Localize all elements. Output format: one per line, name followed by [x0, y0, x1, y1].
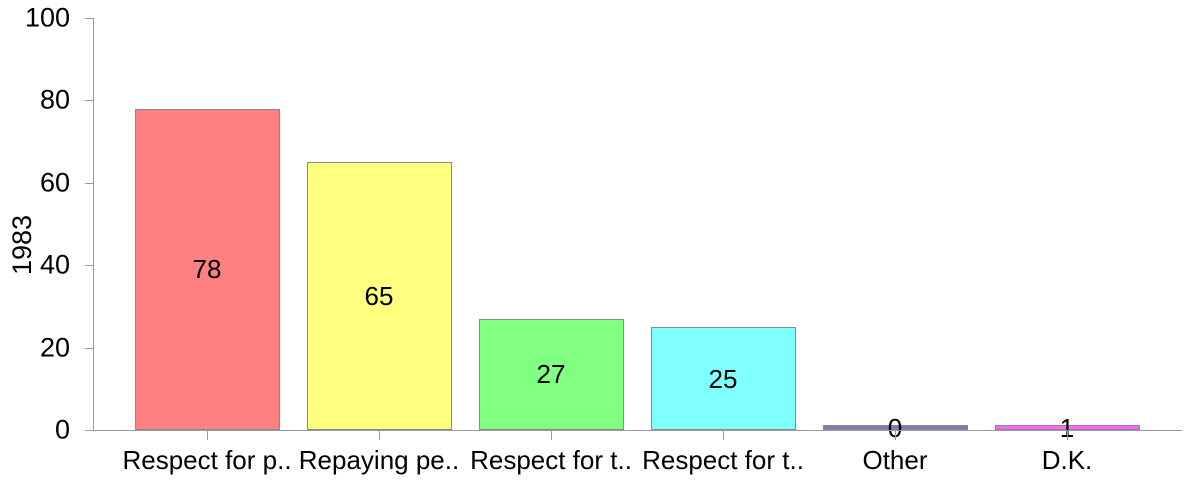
x-axis-tick-label: D.K. [1041, 445, 1093, 475]
y-axis-tick [85, 265, 93, 267]
x-axis-line [93, 430, 1182, 431]
x-axis-tick [1067, 431, 1068, 440]
x-axis-tick [207, 431, 208, 440]
x-axis-tick-label: Respect for p.. [122, 445, 292, 475]
y-axis-tick [85, 182, 93, 184]
x-axis-tick-label: Respect for t.. [642, 445, 804, 475]
y-axis-tick-label: 100 [24, 2, 70, 33]
y-axis-tick [85, 18, 93, 19]
x-axis-tick-label: Other [862, 445, 928, 475]
y-axis-tick [85, 347, 93, 349]
y-axis-tick-label: 60 [39, 167, 70, 198]
y-axis-tick-label: 0 [54, 414, 70, 445]
bar-value-label: 78 [192, 254, 222, 285]
bar[interactable] [822, 425, 968, 430]
y-axis-line [93, 18, 94, 430]
x-axis-tick-label: Respect for t.. [470, 445, 632, 475]
bar[interactable] [994, 425, 1140, 430]
bar[interactable] [478, 318, 624, 430]
y-axis-tick [85, 430, 93, 431]
bar-value-label: 65 [364, 281, 394, 312]
x-axis-tick [895, 431, 896, 440]
bar[interactable] [650, 327, 796, 430]
bar[interactable] [306, 162, 452, 430]
bar[interactable] [134, 108, 280, 430]
x-axis-tick-label: Repaying pe.. [298, 445, 460, 475]
x-axis-tick [723, 431, 724, 440]
bar-value-label: 27 [536, 359, 566, 390]
bar-value-label: 25 [708, 363, 738, 394]
y-axis-tick-label: 20 [39, 332, 70, 363]
bar-value-label: 1 [1059, 412, 1075, 443]
x-axis-tick [379, 431, 380, 440]
x-axis-tick [551, 431, 552, 440]
bar-value-label: 0 [887, 412, 903, 443]
y-axis-tick-label: 40 [39, 249, 70, 280]
y-axis-tick-label: 80 [39, 84, 70, 115]
y-axis-tick [85, 100, 93, 102]
